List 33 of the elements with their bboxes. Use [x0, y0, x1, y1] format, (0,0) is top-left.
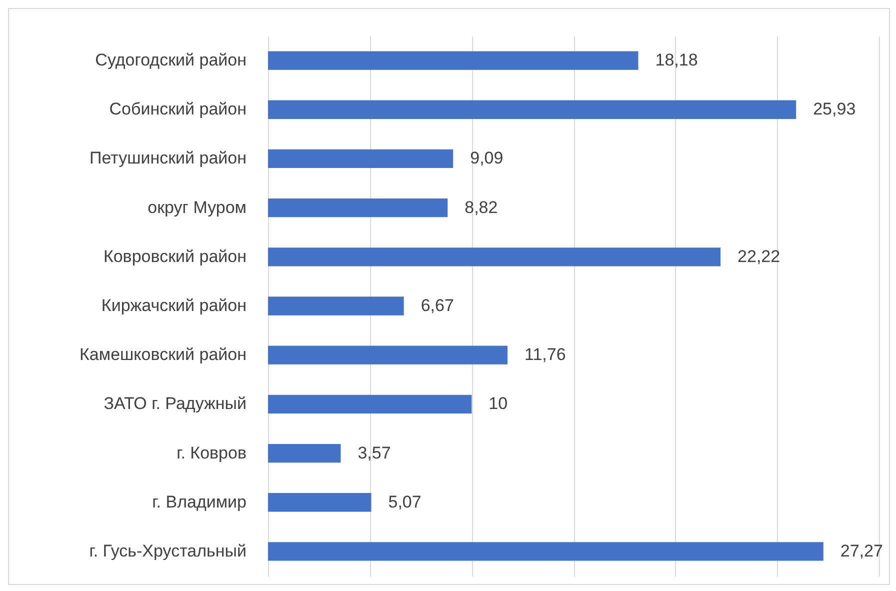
bar — [268, 493, 372, 512]
y-tick-label: округ Муром — [148, 198, 246, 217]
data-label: 5,07 — [388, 492, 422, 512]
data-label: 6,67 — [420, 296, 454, 315]
bar — [268, 542, 824, 561]
data-label: 3,57 — [358, 443, 391, 462]
y-tick-label: г. Владимир — [152, 492, 246, 512]
data-label: 9,09 — [470, 148, 504, 168]
bar — [268, 394, 472, 414]
y-tick-label: Киржачский район — [101, 296, 246, 315]
bar — [268, 248, 721, 266]
data-label: 27,27 — [840, 541, 883, 560]
y-tick-label: Камешковский район — [80, 345, 246, 364]
bar — [268, 149, 454, 168]
bar — [268, 346, 508, 364]
y-tick-label: ЗАТО г. Радужный — [104, 394, 246, 414]
data-label: 8,82 — [464, 198, 498, 217]
y-tick-label: Петушинский район — [89, 148, 246, 168]
data-label: 18,18 — [655, 50, 698, 70]
bar — [268, 51, 638, 70]
bar — [268, 100, 796, 119]
y-tick-label: Судогодский район — [95, 50, 246, 70]
data-label: 10 — [488, 394, 508, 414]
data-label: 25,93 — [813, 100, 856, 119]
bar — [268, 296, 404, 316]
y-tick-label: г. Ковров — [176, 443, 246, 462]
y-tick-label: Собинский район — [109, 100, 246, 119]
y-tick-label: Ковровский район — [103, 246, 246, 266]
data-label: 22,22 — [738, 246, 780, 266]
data-label: 11,76 — [524, 345, 566, 364]
bar — [268, 198, 448, 218]
y-tick-label: г. Гусь-Хрустальный — [89, 541, 246, 560]
bar — [268, 444, 341, 463]
